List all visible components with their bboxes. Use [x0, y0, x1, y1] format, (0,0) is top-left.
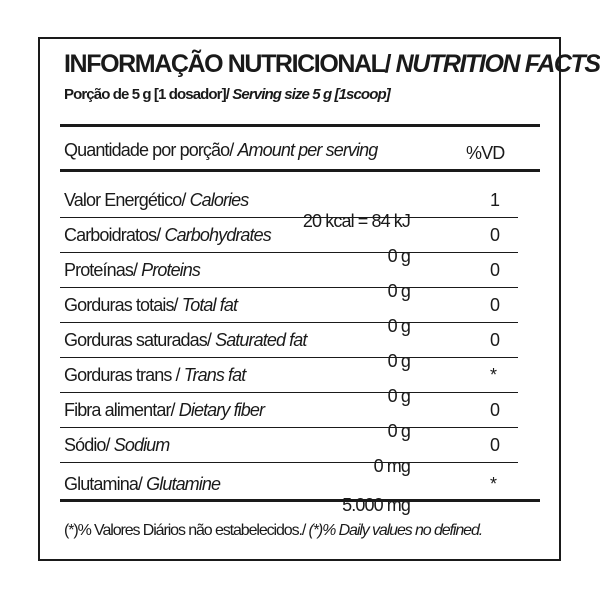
footnote-en: (*)% Daily values no defined.	[308, 522, 484, 539]
nutrient-table: Valor Energético/ Calories 20 kcal = 84 k…	[60, 172, 518, 515]
nutrient-pt: Gorduras totais/	[64, 295, 179, 315]
nutrient-vd: *	[490, 365, 497, 385]
nutrient-en: Glutamine	[146, 474, 221, 494]
nutrient-en: Total fat	[181, 295, 238, 315]
table-row: Gorduras saturadas/ Saturated fat 0 g 0	[60, 323, 518, 371]
table-row: Sódio/ Sodium 0 mg 0	[60, 428, 518, 476]
amount-header: Quantidade por porção/ Amount per servin…	[64, 140, 378, 161]
nutrient-vd: 0	[490, 295, 500, 315]
nutrient-pt: Fibra alimentar/	[64, 400, 176, 420]
divider-thick	[60, 169, 540, 172]
nutrient-name: Glutamina/ Glutamine	[64, 474, 221, 495]
table-row: Gorduras totais/ Total fat 0 g 0	[60, 288, 518, 336]
nutrient-pt: Valor Energético/	[64, 190, 186, 210]
table-row: Glutamina/ Glutamine 5.000 mg *	[60, 463, 518, 515]
nutrient-vd: 0	[490, 260, 500, 280]
footnote-pt: (*)% Valores Diários não estabelecidos./	[64, 522, 306, 539]
nutrient-vd: 1	[490, 190, 500, 210]
nutrient-en: Sodium	[113, 435, 171, 455]
nutrient-pt: Sódio/	[64, 435, 111, 455]
amount-value: 0 g	[387, 281, 411, 301]
table-row: Fibra alimentar/ Dietary fiber 0 g 0	[60, 393, 518, 441]
nutrient-vd: 0	[490, 225, 500, 245]
table-row: Carboidratos/ Carbohydrates 0 g 0	[60, 218, 518, 266]
table-row: Gorduras trans / Trans fat 0 g *	[60, 358, 518, 406]
nutrient-name: Valor Energético/ Calories	[64, 190, 250, 211]
divider-thick	[60, 124, 540, 127]
nutrition-label-border	[38, 37, 561, 561]
nutrient-vd: 0	[490, 400, 500, 420]
amount-value: 0 mg	[373, 456, 411, 476]
nutrient-vd: *	[490, 474, 497, 494]
nutrient-en: Carbohydrates	[164, 225, 271, 245]
amount-value: 20 kcal = 84 kJ	[302, 211, 411, 231]
nutrient-name: Proteínas/ Proteins	[64, 260, 201, 281]
nutrient-name: Sódio/ Sodium	[64, 435, 171, 456]
serving-size: Porção de 5 g [1 dosador]/ Serving size …	[64, 86, 391, 103]
title-pt: INFORMAÇÃO NUTRICIONAL/	[64, 50, 392, 78]
nutrient-pt: Gorduras saturadas/	[64, 330, 212, 350]
nutrient-name: Gorduras trans / Trans fat	[64, 365, 246, 386]
amount-value: 0 g	[387, 351, 411, 371]
nutrient-en: Calories	[189, 190, 250, 210]
nutrient-en: Proteins	[141, 260, 201, 280]
header-en: Amount per serving	[237, 140, 378, 160]
nutrient-pt: Glutamina/	[64, 474, 143, 494]
serving-pt: Porção de 5 g [1 dosador]/	[64, 86, 230, 103]
nutrient-pt: Proteínas/	[64, 260, 138, 280]
nutrient-en: Trans fat	[183, 365, 246, 385]
nutrient-en: Dietary fiber	[178, 400, 265, 420]
amount-value: 0 g	[387, 316, 411, 336]
table-row: Valor Energético/ Calories 20 kcal = 84 k…	[60, 172, 518, 231]
divider-thick	[60, 499, 540, 502]
amount-value: 0 g	[387, 421, 411, 441]
footnote: (*)% Valores Diários não estabelecidos./…	[64, 522, 484, 540]
nutrient-pt: Gorduras trans /	[64, 365, 181, 385]
nutrient-name: Gorduras saturadas/ Saturated fat	[64, 330, 307, 351]
table-row: Proteínas/ Proteins 0 g 0	[60, 253, 518, 301]
title-en: NUTRITION FACTS	[395, 50, 600, 78]
header-pt: Quantidade por porção/	[64, 140, 234, 160]
vd-header: %VD	[466, 143, 505, 163]
nutrient-pt: Carboidratos/	[64, 225, 161, 245]
amount-value: 0 g	[387, 386, 411, 406]
nutrient-vd: 0	[490, 330, 500, 350]
nutrient-name: Gorduras totais/ Total fat	[64, 295, 238, 316]
serving-en: Serving size 5 g [1scoop]	[232, 86, 390, 103]
amount-value: 0 g	[387, 246, 411, 266]
nutrient-en: Saturated fat	[215, 330, 307, 350]
nutrient-name: Carboidratos/ Carbohydrates	[64, 225, 272, 246]
nutrient-name: Fibra alimentar/ Dietary fiber	[64, 400, 265, 421]
label-title: INFORMAÇÃO NUTRICIONAL/ NUTRITION FACTS	[64, 50, 600, 79]
nutrient-vd: 0	[490, 435, 500, 455]
